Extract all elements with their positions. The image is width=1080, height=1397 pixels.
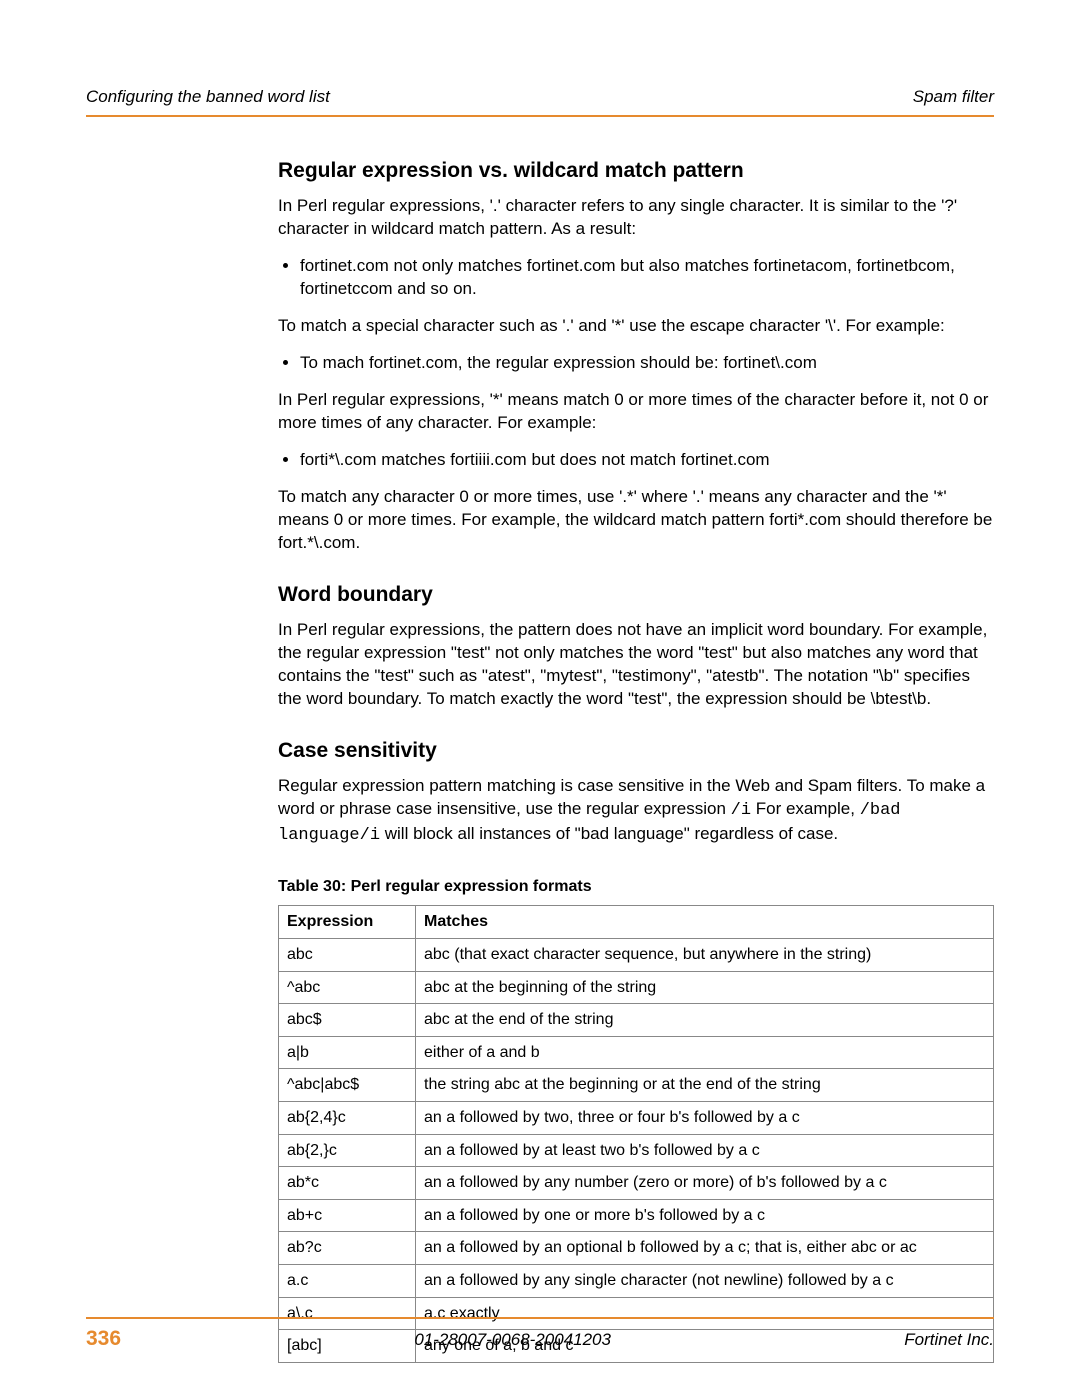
paragraph: Regular expression pattern matching is c… (278, 775, 994, 848)
cell-matches: an a followed by any single character (n… (416, 1264, 994, 1297)
running-header: Configuring the banned word list Spam fi… (86, 86, 994, 109)
cell-matches: an a followed by at least two b's follow… (416, 1134, 994, 1167)
code-run: /i (731, 801, 751, 820)
cell-matches: an a followed by one or more b's followe… (416, 1199, 994, 1232)
list-item: forti*\.com matches fortiiii.com but doe… (300, 449, 994, 472)
cell-matches: either of a and b (416, 1036, 994, 1069)
list-item: fortinet.com not only matches fortinet.c… (300, 255, 994, 301)
table-row: ab*can a followed by any number (zero or… (279, 1167, 994, 1200)
text-run: For example, (751, 799, 860, 818)
table-caption: Table 30: Perl regular expression format… (278, 876, 994, 898)
bullet-list: forti*\.com matches fortiiii.com but doe… (278, 449, 994, 472)
page-number: 336 (86, 1325, 121, 1353)
table-header-row: Expression Matches (279, 906, 994, 939)
table-row: ab{2,}can a followed by at least two b's… (279, 1134, 994, 1167)
body-content: Regular expression vs. wildcard match pa… (278, 157, 994, 1363)
cell-matches: an a followed by any number (zero or mor… (416, 1167, 994, 1200)
table-row: a.can a followed by any single character… (279, 1264, 994, 1297)
section-title-regex-vs-wildcard: Regular expression vs. wildcard match pa… (278, 157, 994, 185)
paragraph: In Perl regular expressions, '*' means m… (278, 389, 994, 435)
text-run: will block all instances of "bad languag… (380, 824, 838, 843)
cell-expression: ab{2,4}c (279, 1101, 416, 1134)
section-title-word-boundary: Word boundary (278, 581, 994, 609)
table-header-expression: Expression (279, 906, 416, 939)
cell-matches: the string abc at the beginning or at th… (416, 1069, 994, 1102)
cell-matches: abc (that exact character sequence, but … (416, 938, 994, 971)
bullet-list: fortinet.com not only matches fortinet.c… (278, 255, 994, 301)
company-name: Fortinet Inc. (904, 1329, 994, 1352)
paragraph: In Perl regular expressions, '.' charact… (278, 195, 994, 241)
cell-expression: ab*c (279, 1167, 416, 1200)
cell-matches: an a followed by two, three or four b's … (416, 1101, 994, 1134)
paragraph: In Perl regular expressions, the pattern… (278, 619, 994, 711)
page-footer: 336 01-28007-0068-20041203 Fortinet Inc. (86, 1317, 994, 1353)
table-row: abc$abc at the end of the string (279, 1004, 994, 1037)
list-item: To mach fortinet.com, the regular expres… (300, 352, 994, 375)
cell-expression: ^abc|abc$ (279, 1069, 416, 1102)
cell-expression: abc$ (279, 1004, 416, 1037)
table-row: ab?can a followed by an optional b follo… (279, 1232, 994, 1265)
cell-matches: abc at the beginning of the string (416, 971, 994, 1004)
cell-matches: an a followed by an optional b followed … (416, 1232, 994, 1265)
cell-expression: a|b (279, 1036, 416, 1069)
page: Configuring the banned word list Spam fi… (0, 0, 1080, 1397)
cell-expression: ab{2,}c (279, 1134, 416, 1167)
table-row: ab{2,4}can a followed by two, three or f… (279, 1101, 994, 1134)
footer-rule (86, 1317, 994, 1319)
regex-table: Expression Matches abcabc (that exact ch… (278, 905, 994, 1362)
header-right: Spam filter (913, 86, 994, 109)
cell-expression: a.c (279, 1264, 416, 1297)
table-row: ^abcabc at the beginning of the string (279, 971, 994, 1004)
cell-expression: abc (279, 938, 416, 971)
header-rule (86, 115, 994, 117)
paragraph: To match a special character such as '.'… (278, 315, 994, 338)
paragraph: To match any character 0 or more times, … (278, 486, 994, 555)
table-row: a|beither of a and b (279, 1036, 994, 1069)
table-row: abcabc (that exact character sequence, b… (279, 938, 994, 971)
table-row: ^abc|abc$the string abc at the beginning… (279, 1069, 994, 1102)
section-title-case-sensitivity: Case sensitivity (278, 737, 994, 765)
table-header-matches: Matches (416, 906, 994, 939)
cell-expression: ab?c (279, 1232, 416, 1265)
cell-expression: ^abc (279, 971, 416, 1004)
bullet-list: To mach fortinet.com, the regular expres… (278, 352, 994, 375)
table-row: ab+can a followed by one or more b's fol… (279, 1199, 994, 1232)
document-id: 01-28007-0068-20041203 (414, 1329, 611, 1352)
cell-expression: ab+c (279, 1199, 416, 1232)
header-left: Configuring the banned word list (86, 86, 330, 109)
cell-matches: abc at the end of the string (416, 1004, 994, 1037)
